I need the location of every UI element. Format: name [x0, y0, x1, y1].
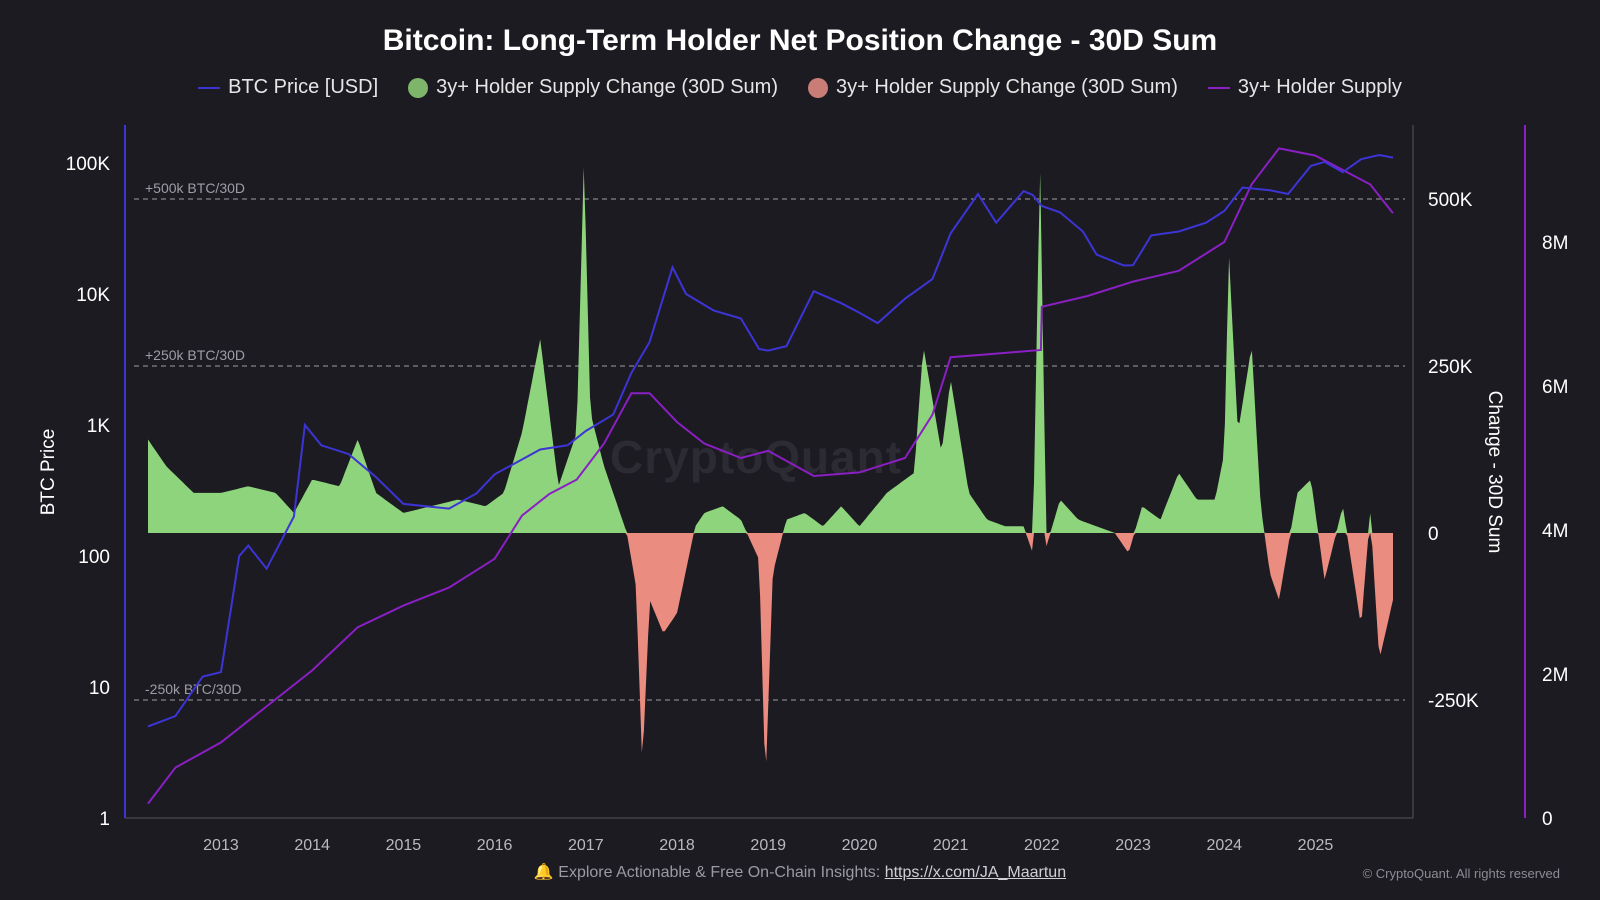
left-tick-label: 100	[78, 547, 110, 568]
legend-supply-change-negative-label: 3y+ Holder Supply Change (30D Sum)	[836, 76, 1178, 98]
right-tick-label: 250K	[1428, 357, 1473, 378]
x-tick-label: 2020	[842, 837, 878, 854]
right-tick-label: -250K	[1428, 691, 1479, 712]
x-tick-label: 2015	[386, 837, 422, 854]
legend-holder-supply-label: 3y+ Holder Supply	[1237, 76, 1402, 98]
x-tick-label: 2023	[1115, 837, 1151, 854]
x-tick-label: 2019	[750, 837, 786, 854]
supply-change-negative-area	[148, 533, 1393, 762]
copyright: © CryptoQuant. All rights reserved	[1362, 866, 1560, 881]
legend-supply-change-positive[interactable]: 3y+ Holder Supply Change (30D Sum)	[408, 76, 778, 99]
x-tick-label: 2013	[203, 837, 239, 854]
x-tick-label: 2014	[294, 837, 330, 854]
chart-title: Bitcoin: Long-Term Holder Net Position C…	[382, 24, 1218, 57]
legend-btc-price-label: BTC Price [USD]	[228, 76, 379, 98]
legend-supply-change-negative[interactable]: 3y+ Holder Supply Change (30D Sum)	[808, 76, 1178, 99]
legend: BTC Price [USD] 3y+ Holder Supply Change…	[0, 76, 1600, 99]
left-tick-label: 10	[89, 678, 110, 699]
legend-supply-change-negative-swatch	[808, 77, 829, 98]
legend-holder-supply[interactable]: 3y+ Holder Supply	[1207, 76, 1402, 99]
legend-btc-price[interactable]: BTC Price [USD]	[198, 76, 378, 99]
btc-price-line	[147, 153, 1394, 728]
right-tick-label: 0	[1428, 524, 1439, 545]
far-right-tick-label: 8M	[1542, 233, 1568, 254]
holder-supply-line	[147, 147, 1394, 805]
footer-link[interactable]: https://x.com/JA_Maartun	[884, 864, 1067, 881]
left-tick-label: 1K	[87, 416, 111, 437]
left-tick-label: 10K	[76, 285, 110, 306]
footer-text: Explore Actionable & Free On-Chain Insig…	[558, 864, 881, 881]
x-tick-label: 2024	[1206, 837, 1242, 854]
watermark: CryptoQuant	[610, 431, 903, 483]
supply-change-positive-area	[148, 167, 1393, 533]
legend-supply-change-positive-swatch	[408, 77, 429, 98]
reference-line-label-0: +500k BTC/30D	[145, 180, 245, 196]
footer: 🔔 Explore Actionable & Free On-Chain Ins…	[0, 862, 1600, 882]
right-axis-title: Change - 30D Sum	[1484, 391, 1505, 554]
right-tick-label: 500K	[1428, 190, 1473, 211]
far-right-tick-label: 4M	[1542, 521, 1568, 542]
reference-line-label-1: +250k BTC/30D	[145, 347, 245, 363]
x-tick-label: 2025	[1298, 837, 1334, 854]
far-right-tick-label: 2M	[1542, 665, 1568, 686]
x-tick-label: 2018	[659, 837, 695, 854]
left-axis-title: BTC Price	[38, 429, 59, 516]
legend-holder-supply-swatch	[1207, 86, 1230, 89]
legend-supply-change-positive-label: 3y+ Holder Supply Change (30D Sum)	[436, 76, 779, 98]
x-tick-label: 2016	[477, 837, 513, 854]
x-tick-label: 2021	[933, 837, 969, 854]
legend-btc-price-swatch	[198, 86, 221, 89]
x-tick-label: 2022	[1024, 837, 1060, 854]
far-right-tick-label: 0	[1542, 809, 1553, 830]
left-tick-label: 100K	[66, 154, 111, 175]
far-right-tick-label: 6M	[1542, 377, 1568, 398]
bell-icon: 🔔	[533, 864, 554, 881]
left-tick-label: 1	[99, 809, 110, 830]
x-tick-label: 2017	[568, 837, 604, 854]
